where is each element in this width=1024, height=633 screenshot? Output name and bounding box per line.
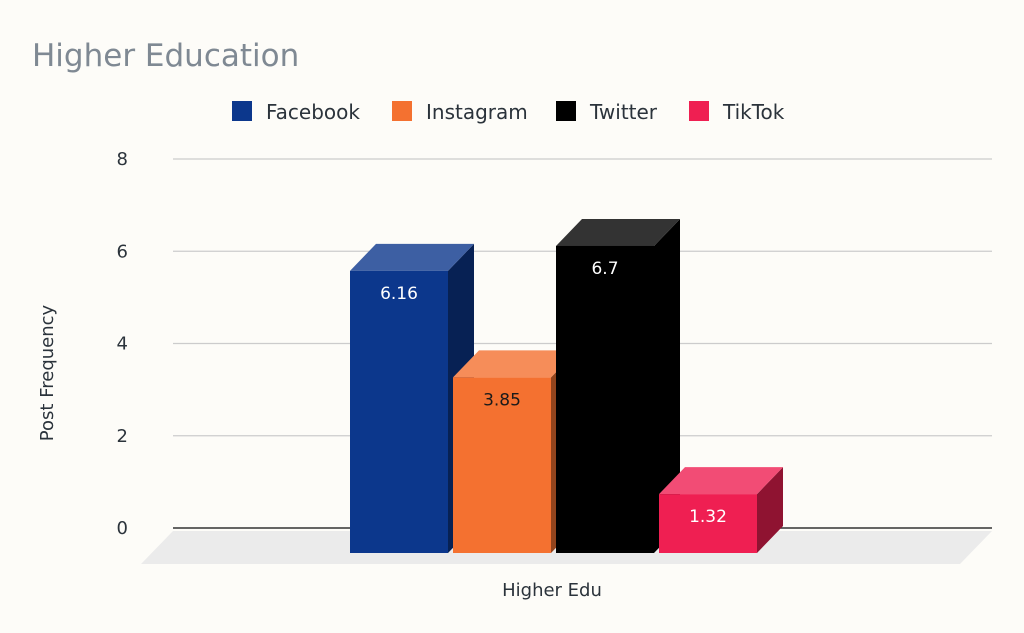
data-label-tiktok: 1.32 (689, 507, 727, 527)
bars: 6.16 3.85 6.7 1.32 (350, 218, 783, 553)
legend-swatch-facebook (232, 101, 252, 121)
legend-label-facebook: Facebook (266, 100, 360, 124)
legend-swatch-tiktok (689, 101, 709, 121)
legend-swatch-twitter (556, 101, 576, 121)
y-tick-label: 6 (117, 241, 128, 262)
bar-top (556, 218, 680, 246)
legend-label-instagram: Instagram (426, 100, 528, 124)
bar-front (556, 245, 654, 553)
bar-front (659, 494, 757, 553)
bar-front (453, 377, 551, 553)
bar-top (453, 350, 577, 378)
y-tick-label: 4 (117, 334, 128, 355)
legend-label-tiktok: TikTok (722, 100, 785, 124)
y-axis-label: Post Frequency (37, 304, 58, 441)
data-label-instagram: 3.85 (483, 390, 521, 410)
legend-label-twitter: Twitter (589, 100, 658, 124)
bar-front (350, 270, 448, 553)
data-label-twitter: 6.7 (591, 259, 618, 279)
bar-side (757, 467, 783, 553)
bar-facebook: 6.16 (350, 243, 474, 553)
bar-side (654, 218, 680, 553)
x-axis-label: Higher Edu (502, 580, 602, 601)
legend: Facebook Instagram Twitter TikTok (232, 100, 785, 124)
y-axis-ticks: 0 2 4 6 8 (117, 149, 128, 539)
legend-swatch-instagram (392, 101, 412, 121)
y-tick-label: 2 (117, 426, 128, 447)
bar-top (350, 243, 474, 271)
data-label-facebook: 6.16 (380, 284, 418, 304)
chart-title: Higher Education (32, 38, 299, 74)
bar-twitter: 6.7 (556, 218, 680, 553)
y-tick-label: 0 (117, 518, 128, 539)
bar-top (659, 467, 783, 495)
y-tick-label: 8 (117, 149, 128, 170)
bar-tiktok: 1.32 (659, 467, 783, 553)
